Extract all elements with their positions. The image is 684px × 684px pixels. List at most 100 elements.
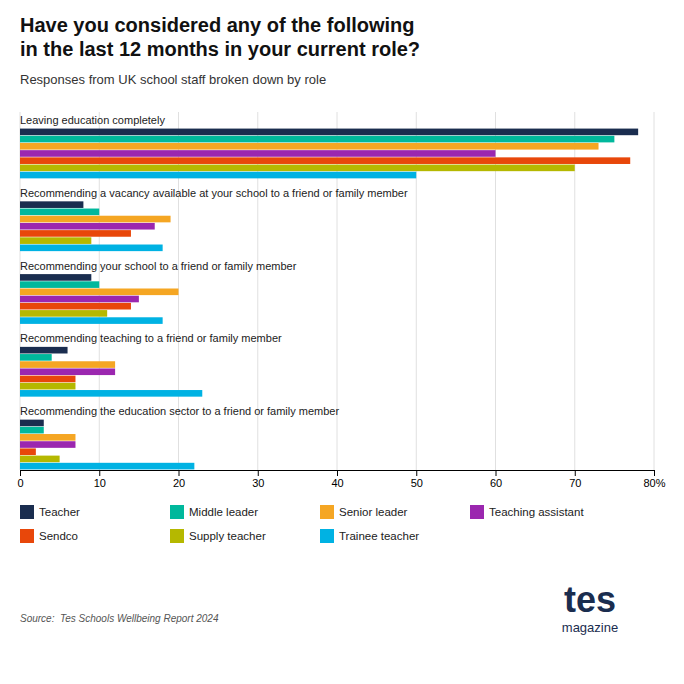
category-label: Recommending your school to a friend or … [20, 260, 297, 272]
legend-item: Middle leader [170, 505, 258, 519]
x-tick-mark [99, 470, 100, 476]
bar [20, 143, 599, 150]
x-tick-label: 10 [94, 477, 106, 489]
source: Source: Tes Schools Wellbeing Report 202… [20, 613, 219, 624]
x-tick-mark [179, 470, 180, 476]
x-tick-label: 40 [331, 477, 343, 489]
legend-item: Senior leader [320, 505, 408, 519]
x-tick-label: 20 [173, 477, 185, 489]
bar [20, 129, 638, 136]
legend-swatch [320, 505, 334, 519]
category-label: Recommending teaching to a friend or fam… [20, 332, 282, 344]
x-tick-mark [496, 470, 497, 476]
legend-swatch [170, 505, 184, 519]
bar [20, 237, 91, 244]
bar [20, 441, 75, 448]
x-tick-mark [575, 470, 576, 476]
bar [20, 376, 75, 383]
x-tick-label: 70 [569, 477, 581, 489]
x-tick: 80% [643, 470, 665, 489]
bar [20, 157, 630, 164]
bar [20, 209, 99, 216]
x-tick-mark [258, 470, 259, 476]
x-tick-label: 80% [643, 477, 665, 489]
bar [20, 281, 99, 288]
legend-item: Supply teacher [170, 529, 266, 543]
x-tick: 60 [490, 470, 502, 489]
category-label: Recommending the education sector to a f… [20, 405, 339, 417]
legend-label: Trainee teacher [339, 530, 419, 542]
legend-swatch [470, 505, 484, 519]
bar [20, 136, 614, 143]
x-tick-mark [654, 470, 655, 476]
bar [20, 230, 131, 237]
x-axis: 0 10 20 30 40 50 60 70 80% [17, 470, 665, 489]
bar [20, 390, 202, 397]
legend: Teacher Middle leader Senior leader Teachin… [20, 505, 584, 543]
title: Have you considered any of the following… [20, 14, 420, 60]
title-line: Have you considered any of the following [20, 14, 415, 36]
grid-line [654, 112, 655, 470]
category-labels: Leaving education completely Recommending… [20, 114, 408, 417]
bars [20, 129, 638, 470]
bar [20, 223, 155, 230]
legend-label: Senior leader [339, 506, 408, 518]
bar [20, 245, 163, 252]
legend-item: Teacher [20, 505, 80, 519]
bar [20, 274, 91, 281]
bar [20, 368, 115, 375]
bar [20, 456, 60, 463]
bar [20, 347, 68, 354]
x-tick-mark [20, 470, 21, 476]
legend-swatch [320, 529, 334, 543]
x-tick-mark [416, 470, 417, 476]
bar [20, 434, 75, 441]
category-label: Leaving education completely [20, 114, 165, 126]
legend-label: Teacher [39, 506, 80, 518]
bar [20, 448, 36, 455]
legend-label: Sendco [39, 530, 78, 542]
annotation: magazine [562, 620, 618, 635]
bar [20, 427, 44, 434]
bar [20, 317, 163, 324]
x-tick: 50 [411, 470, 423, 489]
x-tick: 40 [331, 470, 343, 489]
bar [20, 361, 115, 368]
legend-item: Teaching assistant [470, 505, 584, 519]
x-tick-mark [337, 470, 338, 476]
legend-item: Sendco [20, 529, 78, 543]
bar [20, 383, 75, 390]
bar [20, 172, 416, 179]
bar [20, 310, 107, 317]
bar [20, 201, 83, 208]
x-tick: 70 [569, 470, 581, 489]
x-tick-label: 30 [252, 477, 264, 489]
chart: Have you considered any of the following… [0, 0, 684, 684]
x-tick: 30 [252, 470, 264, 489]
grid [20, 112, 654, 470]
x-tick-label: 60 [490, 477, 502, 489]
x-tick: 20 [173, 470, 185, 489]
category-label: Recommending a vacancy available at your… [20, 187, 408, 199]
bar [20, 150, 496, 157]
annotation: tes [564, 579, 616, 620]
legend-label: Middle leader [189, 506, 258, 518]
legend-swatch [20, 505, 34, 519]
x-tick: 10 [94, 470, 106, 489]
bar [20, 165, 575, 172]
x-tick-label: 0 [17, 477, 23, 489]
bar [20, 303, 131, 310]
bar [20, 354, 52, 361]
title-line: in the last 12 months in your current ro… [20, 38, 420, 60]
subtitle: Responses from UK school staff broken do… [20, 72, 326, 87]
bar [20, 288, 179, 295]
bar [20, 420, 44, 427]
legend-swatch [20, 529, 34, 543]
bar [20, 463, 194, 470]
bar [20, 296, 139, 303]
x-tick-label: 50 [411, 477, 423, 489]
x-tick: 0 [17, 470, 23, 489]
legend-swatch [170, 529, 184, 543]
bar [20, 216, 171, 223]
legend-label: Teaching assistant [489, 506, 584, 518]
